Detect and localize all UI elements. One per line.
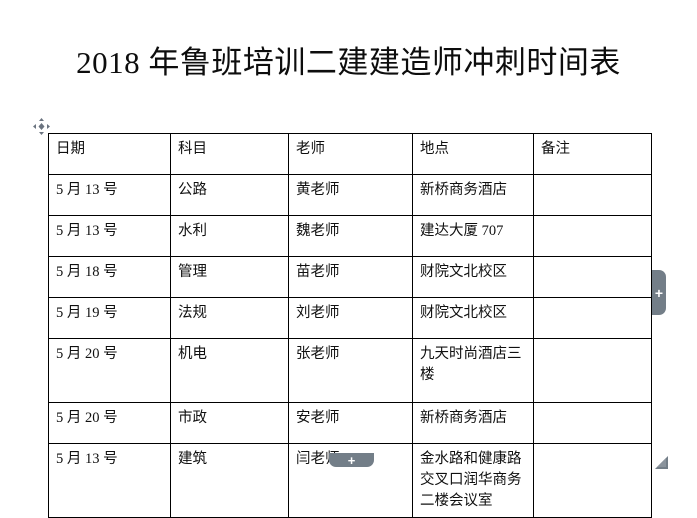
cell-value: 金水路和健康路交叉口润华商务二楼会议室 (420, 451, 522, 509)
cell-value: 5 月 20 号 (56, 410, 118, 426)
cell-location[interactable]: 建达大厦 707 (412, 215, 534, 257)
cell-value: 新桥商务酒店 (420, 182, 507, 198)
cell-location[interactable]: 新桥商务酒店 (412, 174, 534, 216)
cell-teacher[interactable]: 张老师 (288, 338, 413, 403)
cell-location[interactable]: 财院文北校区 (412, 256, 534, 298)
cell-value: 黄老师 (296, 182, 340, 198)
cell-remark[interactable] (533, 402, 652, 444)
cell-remark[interactable] (533, 256, 652, 298)
cell-value: 苗老师 (296, 264, 340, 280)
cell-value: 机电 (178, 346, 207, 362)
cell-value: 财院文北校区 (420, 264, 507, 280)
cell-value: 财院文北校区 (420, 305, 507, 321)
insert-row-button[interactable]: + (329, 453, 374, 467)
cell-value: 法规 (178, 305, 207, 321)
cell-location[interactable]: 财院文北校区 (412, 297, 534, 339)
cell-date[interactable]: 5 月 20 号 (48, 402, 171, 444)
cell-remark[interactable] (533, 215, 652, 257)
cell-date[interactable]: 5 月 20 号 (48, 338, 171, 403)
document-page: 2018 年鲁班培训二建建造师冲刺时间表 日期 科目 老师 地点 备注 (33, 45, 668, 518)
cell-teacher[interactable]: 刘老师 (288, 297, 413, 339)
cell-value: 九天时尚酒店三楼 (420, 346, 522, 383)
table-row[interactable]: 5 月 13 号 公路 黄老师 新桥商务酒店 (48, 174, 652, 216)
cell-value: 水利 (178, 223, 207, 239)
cell-value: 市政 (178, 410, 207, 426)
header-label: 日期 (56, 141, 85, 157)
cell-subject[interactable]: 管理 (170, 256, 289, 298)
table-row[interactable]: 5 月 13 号 水利 魏老师 建达大厦 707 (48, 215, 652, 257)
cell-value: 5 月 13 号 (56, 182, 118, 198)
cell-value: 刘老师 (296, 305, 340, 321)
cell-value: 新桥商务酒店 (420, 410, 507, 426)
cell-subject[interactable]: 公路 (170, 174, 289, 216)
cell-subject[interactable]: 市政 (170, 402, 289, 444)
header-label: 科目 (178, 141, 207, 157)
column-header-teacher: 老师 (288, 133, 413, 175)
table-header-row: 日期 科目 老师 地点 备注 (48, 133, 652, 175)
cell-value: 魏老师 (296, 223, 340, 239)
header-label: 老师 (296, 141, 325, 157)
plus-icon: + (654, 284, 664, 301)
cell-teacher[interactable]: 安老师 (288, 402, 413, 444)
cell-value: 5 月 20 号 (56, 346, 118, 362)
cell-subject[interactable]: 机电 (170, 338, 289, 403)
header-label: 备注 (541, 141, 570, 157)
cell-value: 安老师 (296, 410, 340, 426)
cell-value: 公路 (178, 182, 207, 198)
cell-value: 5 月 13 号 (56, 451, 118, 467)
cell-location[interactable]: 九天时尚酒店三楼 (412, 338, 534, 403)
column-header-subject: 科目 (170, 133, 289, 175)
plus-icon: + (347, 452, 356, 468)
cell-teacher[interactable]: 苗老师 (288, 256, 413, 298)
page-title: 2018 年鲁班培训二建建造师冲刺时间表 (76, 45, 621, 80)
cell-remark[interactable] (533, 338, 652, 403)
cell-date[interactable]: 5 月 19 号 (48, 297, 171, 339)
cell-value: 5 月 18 号 (56, 264, 118, 280)
table-row[interactable]: 5 月 18 号 管理 苗老师 财院文北校区 (48, 256, 652, 298)
cell-teacher[interactable]: 黄老师 (288, 174, 413, 216)
column-header-date: 日期 (48, 133, 171, 175)
cell-value: 建筑 (178, 451, 207, 467)
cell-date[interactable]: 5 月 13 号 (48, 443, 171, 518)
table-move-handle-icon[interactable] (33, 118, 50, 135)
cell-remark[interactable] (533, 297, 652, 339)
column-header-location: 地点 (412, 133, 534, 175)
cell-remark[interactable] (533, 174, 652, 216)
insert-column-button[interactable]: + (652, 270, 666, 315)
cell-location[interactable]: 金水路和健康路交叉口润华商务二楼会议室 (412, 443, 534, 518)
cell-value: 5 月 13 号 (56, 223, 118, 239)
table-resize-handle-icon[interactable] (655, 456, 668, 469)
cell-subject[interactable]: 建筑 (170, 443, 289, 518)
table-row[interactable]: 5 月 20 号 机电 张老师 九天时尚酒店三楼 (48, 338, 652, 403)
cell-date[interactable]: 5 月 13 号 (48, 174, 171, 216)
table-row[interactable]: 5 月 20 号 市政 安老师 新桥商务酒店 (48, 402, 652, 444)
cell-date[interactable]: 5 月 13 号 (48, 215, 171, 257)
header-label: 地点 (420, 141, 449, 157)
cell-location[interactable]: 新桥商务酒店 (412, 402, 534, 444)
cell-subject[interactable]: 法规 (170, 297, 289, 339)
cell-value: 5 月 19 号 (56, 305, 118, 321)
cell-subject[interactable]: 水利 (170, 215, 289, 257)
column-header-remark: 备注 (533, 133, 652, 175)
table-row[interactable]: 5 月 19 号 法规 刘老师 财院文北校区 (48, 297, 652, 339)
cell-date[interactable]: 5 月 18 号 (48, 256, 171, 298)
cell-value: 张老师 (296, 346, 340, 362)
cell-value: 建达大厦 707 (420, 223, 504, 239)
cell-value: 管理 (178, 264, 207, 280)
cell-remark[interactable] (533, 443, 652, 518)
cell-value: 闫老师 (296, 451, 340, 467)
cell-teacher[interactable]: 魏老师 (288, 215, 413, 257)
